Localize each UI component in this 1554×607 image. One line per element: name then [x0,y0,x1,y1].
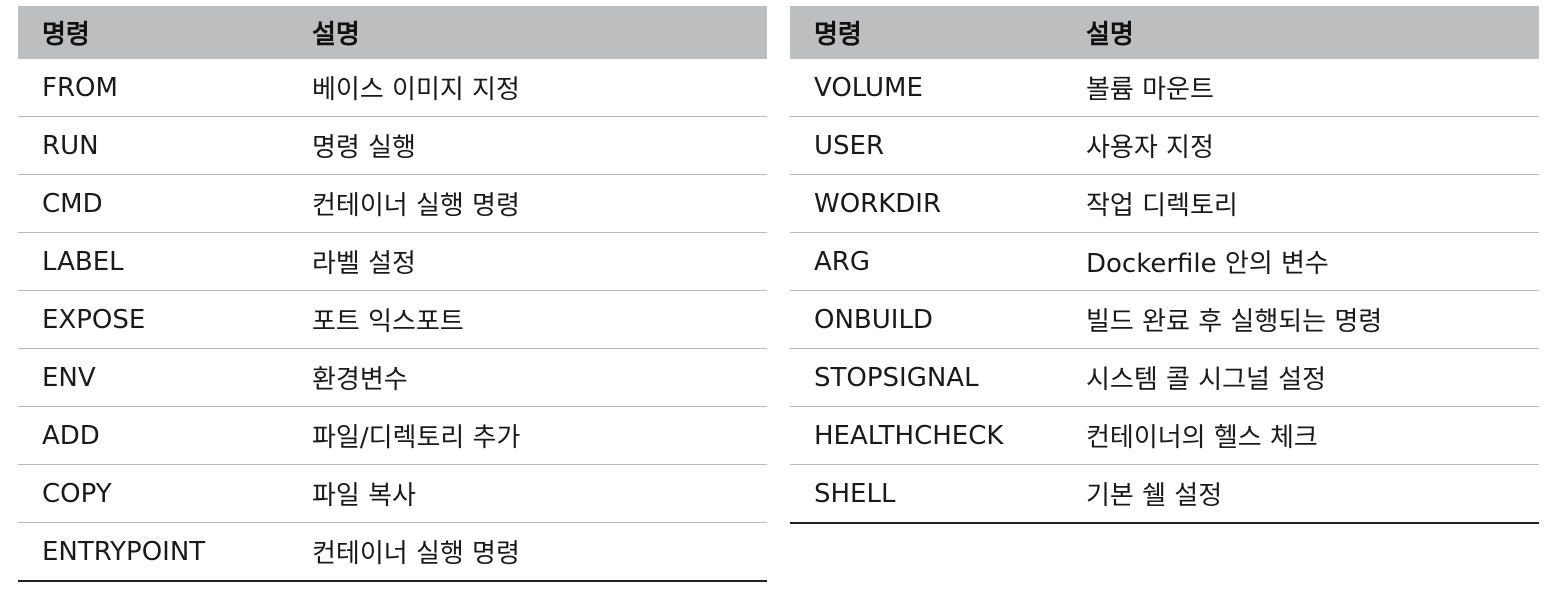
command-cell: EXPOSE [18,290,288,349]
command-table-right: 명령 설명 VOLUME 볼륨 마운트 USER 사용자 지정 WORKDIR … [790,6,1539,524]
table-row: RUN 명령 실행 [18,116,767,175]
table-row: EXPOSE 포트 익스포트 [18,290,767,349]
command-table-left: 명령 설명 FROM 베이스 이미지 지정 RUN 명령 실행 CMD 컨테이너… [18,6,767,582]
table-row: STOPSIGNAL 시스템 콜 시그널 설정 [790,348,1539,407]
description-cell: 기본 쉘 설정 [1062,464,1539,524]
command-cell: STOPSIGNAL [790,348,1062,407]
table-row: ENV 환경변수 [18,348,767,407]
description-cell: 베이스 이미지 지정 [288,59,767,117]
description-cell: 컨테이너 실행 명령 [288,522,767,582]
description-column-header: 설명 [288,6,767,59]
table-row: ADD 파일/디렉토리 추가 [18,406,767,465]
table-row: COPY 파일 복사 [18,464,767,523]
command-cell: WORKDIR [790,174,1062,233]
command-cell: HEALTHCHECK [790,406,1062,465]
table-row: VOLUME 볼륨 마운트 [790,59,1539,117]
description-cell: 포트 익스포트 [288,290,767,349]
command-cell: SHELL [790,464,1062,524]
table-row: SHELL 기본 쉘 설정 [790,464,1539,524]
command-cell: FROM [18,59,288,117]
command-cell: CMD [18,174,288,233]
description-cell: 파일/디렉토리 추가 [288,406,767,465]
description-cell: 라벨 설정 [288,232,767,291]
command-cell: ADD [18,406,288,465]
command-cell: RUN [18,116,288,175]
command-column-header: 명령 [18,6,288,59]
description-cell: 파일 복사 [288,464,767,523]
command-column-header: 명령 [790,6,1062,59]
description-cell: Dockerfile 안의 변수 [1062,232,1539,291]
table-header-row: 명령 설명 [18,6,767,59]
table-row: ENTRYPOINT 컨테이너 실행 명령 [18,522,767,582]
table-header-row: 명령 설명 [790,6,1539,59]
table-row: FROM 베이스 이미지 지정 [18,59,767,117]
description-column-header: 설명 [1062,6,1539,59]
table-row: ONBUILD 빌드 완료 후 실행되는 명령 [790,290,1539,349]
table-row: CMD 컨테이너 실행 명령 [18,174,767,233]
table-row: ARG Dockerfile 안의 변수 [790,232,1539,291]
description-cell: 명령 실행 [288,116,767,175]
description-cell: 사용자 지정 [1062,116,1539,175]
table-row: WORKDIR 작업 디렉토리 [790,174,1539,233]
table-row: USER 사용자 지정 [790,116,1539,175]
command-cell: ARG [790,232,1062,291]
description-cell: 시스템 콜 시그널 설정 [1062,348,1539,407]
command-cell: USER [790,116,1062,175]
command-cell: VOLUME [790,59,1062,117]
command-cell: ENTRYPOINT [18,522,288,582]
table-row: HEALTHCHECK 컨테이너의 헬스 체크 [790,406,1539,465]
description-cell: 환경변수 [288,348,767,407]
description-cell: 볼륨 마운트 [1062,59,1539,117]
description-cell: 컨테이너의 헬스 체크 [1062,406,1539,465]
command-cell: ONBUILD [790,290,1062,349]
command-cell: COPY [18,464,288,523]
description-cell: 빌드 완료 후 실행되는 명령 [1062,290,1539,349]
description-cell: 작업 디렉토리 [1062,174,1539,233]
command-cell: LABEL [18,232,288,291]
command-cell: ENV [18,348,288,407]
table-row: LABEL 라벨 설정 [18,232,767,291]
description-cell: 컨테이너 실행 명령 [288,174,767,233]
